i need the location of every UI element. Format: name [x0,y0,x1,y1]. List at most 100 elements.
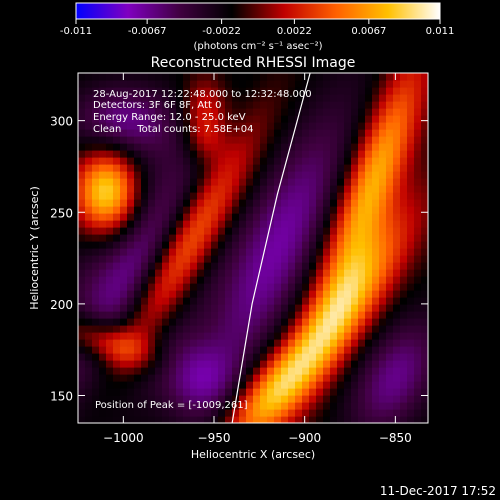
heatmap-cell [155,325,163,333]
heatmap-cell [176,262,184,270]
annotation-time-range: 28-Aug-2017 12:22:48.000 to 12:32:48.000 [93,89,312,100]
heatmap-cell [344,101,352,109]
heatmap-cell [330,332,338,340]
heatmap-cell [323,199,331,207]
heatmap-cell [225,129,233,137]
heatmap-cell [127,332,135,340]
heatmap-cell [134,80,142,88]
heatmap-cell [295,311,303,319]
heatmap-cell [120,227,128,235]
heatmap-cell [372,150,380,158]
heatmap-cell [78,150,86,158]
heatmap-cell [372,416,380,423]
heatmap-cell [260,234,268,242]
heatmap-cell [414,122,422,130]
heatmap-cell [302,409,310,417]
heatmap-cell [365,171,373,179]
heatmap-cell [246,108,254,116]
heatmap-cell [134,388,142,396]
heatmap-cell [211,150,219,158]
heatmap-cell [176,255,184,263]
heatmap-cell [393,213,401,221]
heatmap-cell [351,255,359,263]
heatmap-cell [337,143,345,151]
heatmap-cell [407,206,415,214]
heatmap-cell [253,262,261,270]
heatmap-cell [253,220,261,228]
heatmap-cell [127,101,135,109]
heatmap-cell [106,171,114,179]
heatmap-cell [169,101,177,109]
heatmap-cell [358,136,366,144]
heatmap-cell [106,94,114,102]
heatmap-cell [365,395,373,403]
heatmap-cell [351,206,359,214]
heatmap-cell [197,157,205,165]
heatmap-cell [176,304,184,312]
heatmap-cell [106,234,114,242]
heatmap-cell [85,87,93,95]
heatmap-cell [204,318,212,326]
heatmap-cell [190,360,198,368]
heatmap-cell [344,213,352,221]
heatmap-cell [316,374,324,382]
heatmap-cell [225,101,233,109]
heatmap-cell [232,311,240,319]
heatmap-cell [225,213,233,221]
heatmap-cell [351,199,359,207]
heatmap-cell [162,262,170,270]
heatmap-cell [295,276,303,284]
heatmap-cell [141,150,149,158]
heatmap-cell [113,87,121,95]
heatmap-cell [316,346,324,354]
heatmap-cell [260,157,268,165]
heatmap-cell [197,108,205,116]
heatmap-cell [78,409,86,417]
heatmap-cell [169,143,177,151]
heatmap-cell [316,80,324,88]
heatmap-cell [78,346,86,354]
heatmap-cell [85,325,93,333]
heatmap-cell [351,213,359,221]
heatmap-cell [365,136,373,144]
heatmap-cell [148,220,156,228]
heatmap-cell [253,388,261,396]
heatmap-cell [330,388,338,396]
heatmap-cell [197,353,205,361]
heatmap-cell [372,192,380,200]
heatmap-cell [400,395,408,403]
heatmap-cell [330,129,338,137]
heatmap-cell [372,374,380,382]
heatmap-cell [176,283,184,291]
heatmap-cell [183,94,191,102]
heatmap-cell [162,325,170,333]
heatmap-cell [204,367,212,375]
heatmap-cell [99,143,107,151]
heatmap-cell [155,346,163,354]
heatmap-cell [414,213,422,221]
heatmap-cell [274,80,282,88]
heatmap-cell [344,255,352,263]
heatmap-cell [204,73,212,81]
heatmap-cell [134,94,142,102]
heatmap-cell [232,234,240,242]
heatmap-cell [267,241,275,249]
heatmap-cell [351,234,359,242]
heatmap-cell [113,199,121,207]
heatmap-cell [386,395,394,403]
heatmap-cell [302,311,310,319]
heatmap-cell [302,185,310,193]
heatmap-cell [155,164,163,172]
heatmap-cell [351,374,359,382]
heatmap-cell [414,360,422,368]
heatmap-cell [155,353,163,361]
heatmap-cell [134,381,142,389]
heatmap-cell [155,381,163,389]
heatmap-cell [99,374,107,382]
heatmap-cell [407,290,415,298]
heatmap-cell [92,409,100,417]
heatmap-cell [190,283,198,291]
heatmap-cell [99,192,107,200]
heatmap-cell [302,353,310,361]
